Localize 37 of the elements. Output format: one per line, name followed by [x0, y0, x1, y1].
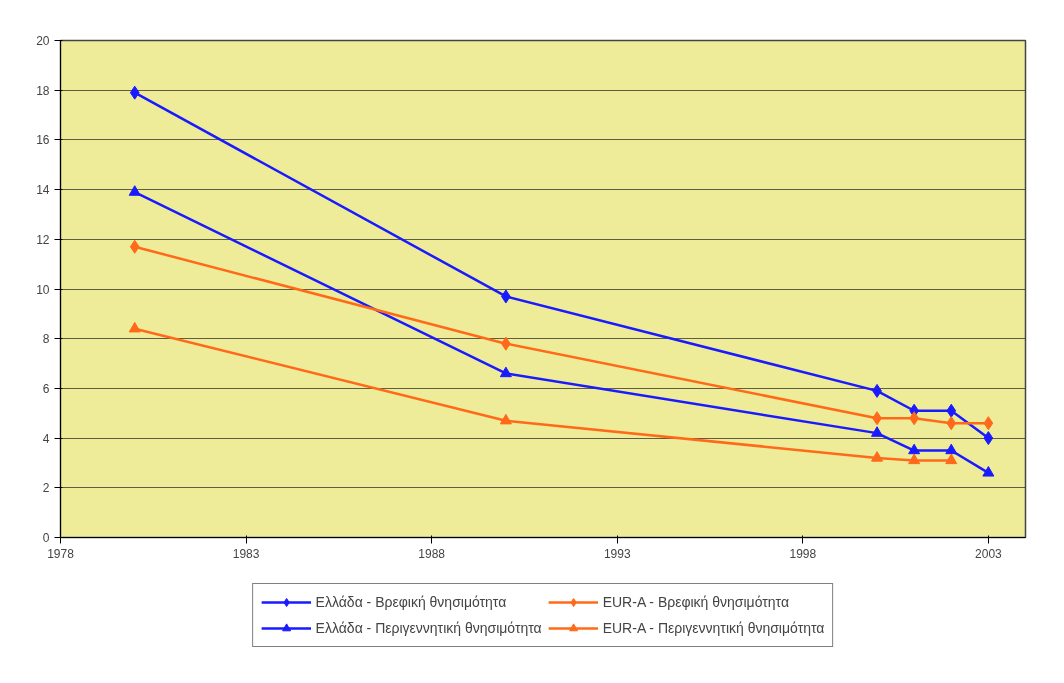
x-tick-label: 1983 [232, 546, 260, 561]
y-tick-label: 14 [36, 183, 50, 198]
y-tick-label: 2 [42, 481, 50, 496]
point [946, 416, 957, 431]
point [499, 413, 512, 425]
y-tick-label: 12 [36, 232, 50, 247]
point [128, 185, 141, 196]
x-tick-label: 2003 [975, 546, 1003, 561]
y-tick-label: 8 [42, 332, 50, 347]
y-tick-label: 0 [42, 531, 50, 545]
legend-label: EUR-A - Περιγεννητική θνησιμότητα [602, 620, 825, 636]
point [982, 466, 995, 477]
point [129, 85, 140, 100]
point [946, 403, 957, 418]
legend-label: EUR-A - Βρεφική θνησιμότητα [602, 594, 790, 610]
point [871, 451, 884, 462]
point [945, 443, 958, 455]
point [128, 321, 141, 333]
x-tick-label: 1998 [789, 546, 817, 561]
y-tick-label: 20 [36, 34, 50, 48]
point [908, 443, 921, 455]
point [983, 431, 994, 446]
x-tick-label: 1978 [47, 546, 75, 561]
y-tick-label: 6 [42, 381, 50, 396]
y-tick-label: 18 [36, 83, 50, 98]
legend-label: Ελλάδα - Περιγεννητική θνησιμότητα [315, 620, 542, 636]
y-tick-label: 4 [42, 431, 50, 446]
point [908, 453, 921, 465]
y-tick-label: 16 [36, 133, 50, 148]
point [129, 239, 140, 254]
point [499, 366, 512, 378]
point [983, 416, 994, 431]
legend-label: Ελλάδα - Βρεφική θνησιμότητα [315, 594, 507, 610]
x-tick-label: 1988 [418, 546, 446, 561]
y-tick-label: 10 [36, 282, 50, 297]
x-tick-label: 1993 [603, 546, 631, 561]
point [945, 453, 958, 465]
